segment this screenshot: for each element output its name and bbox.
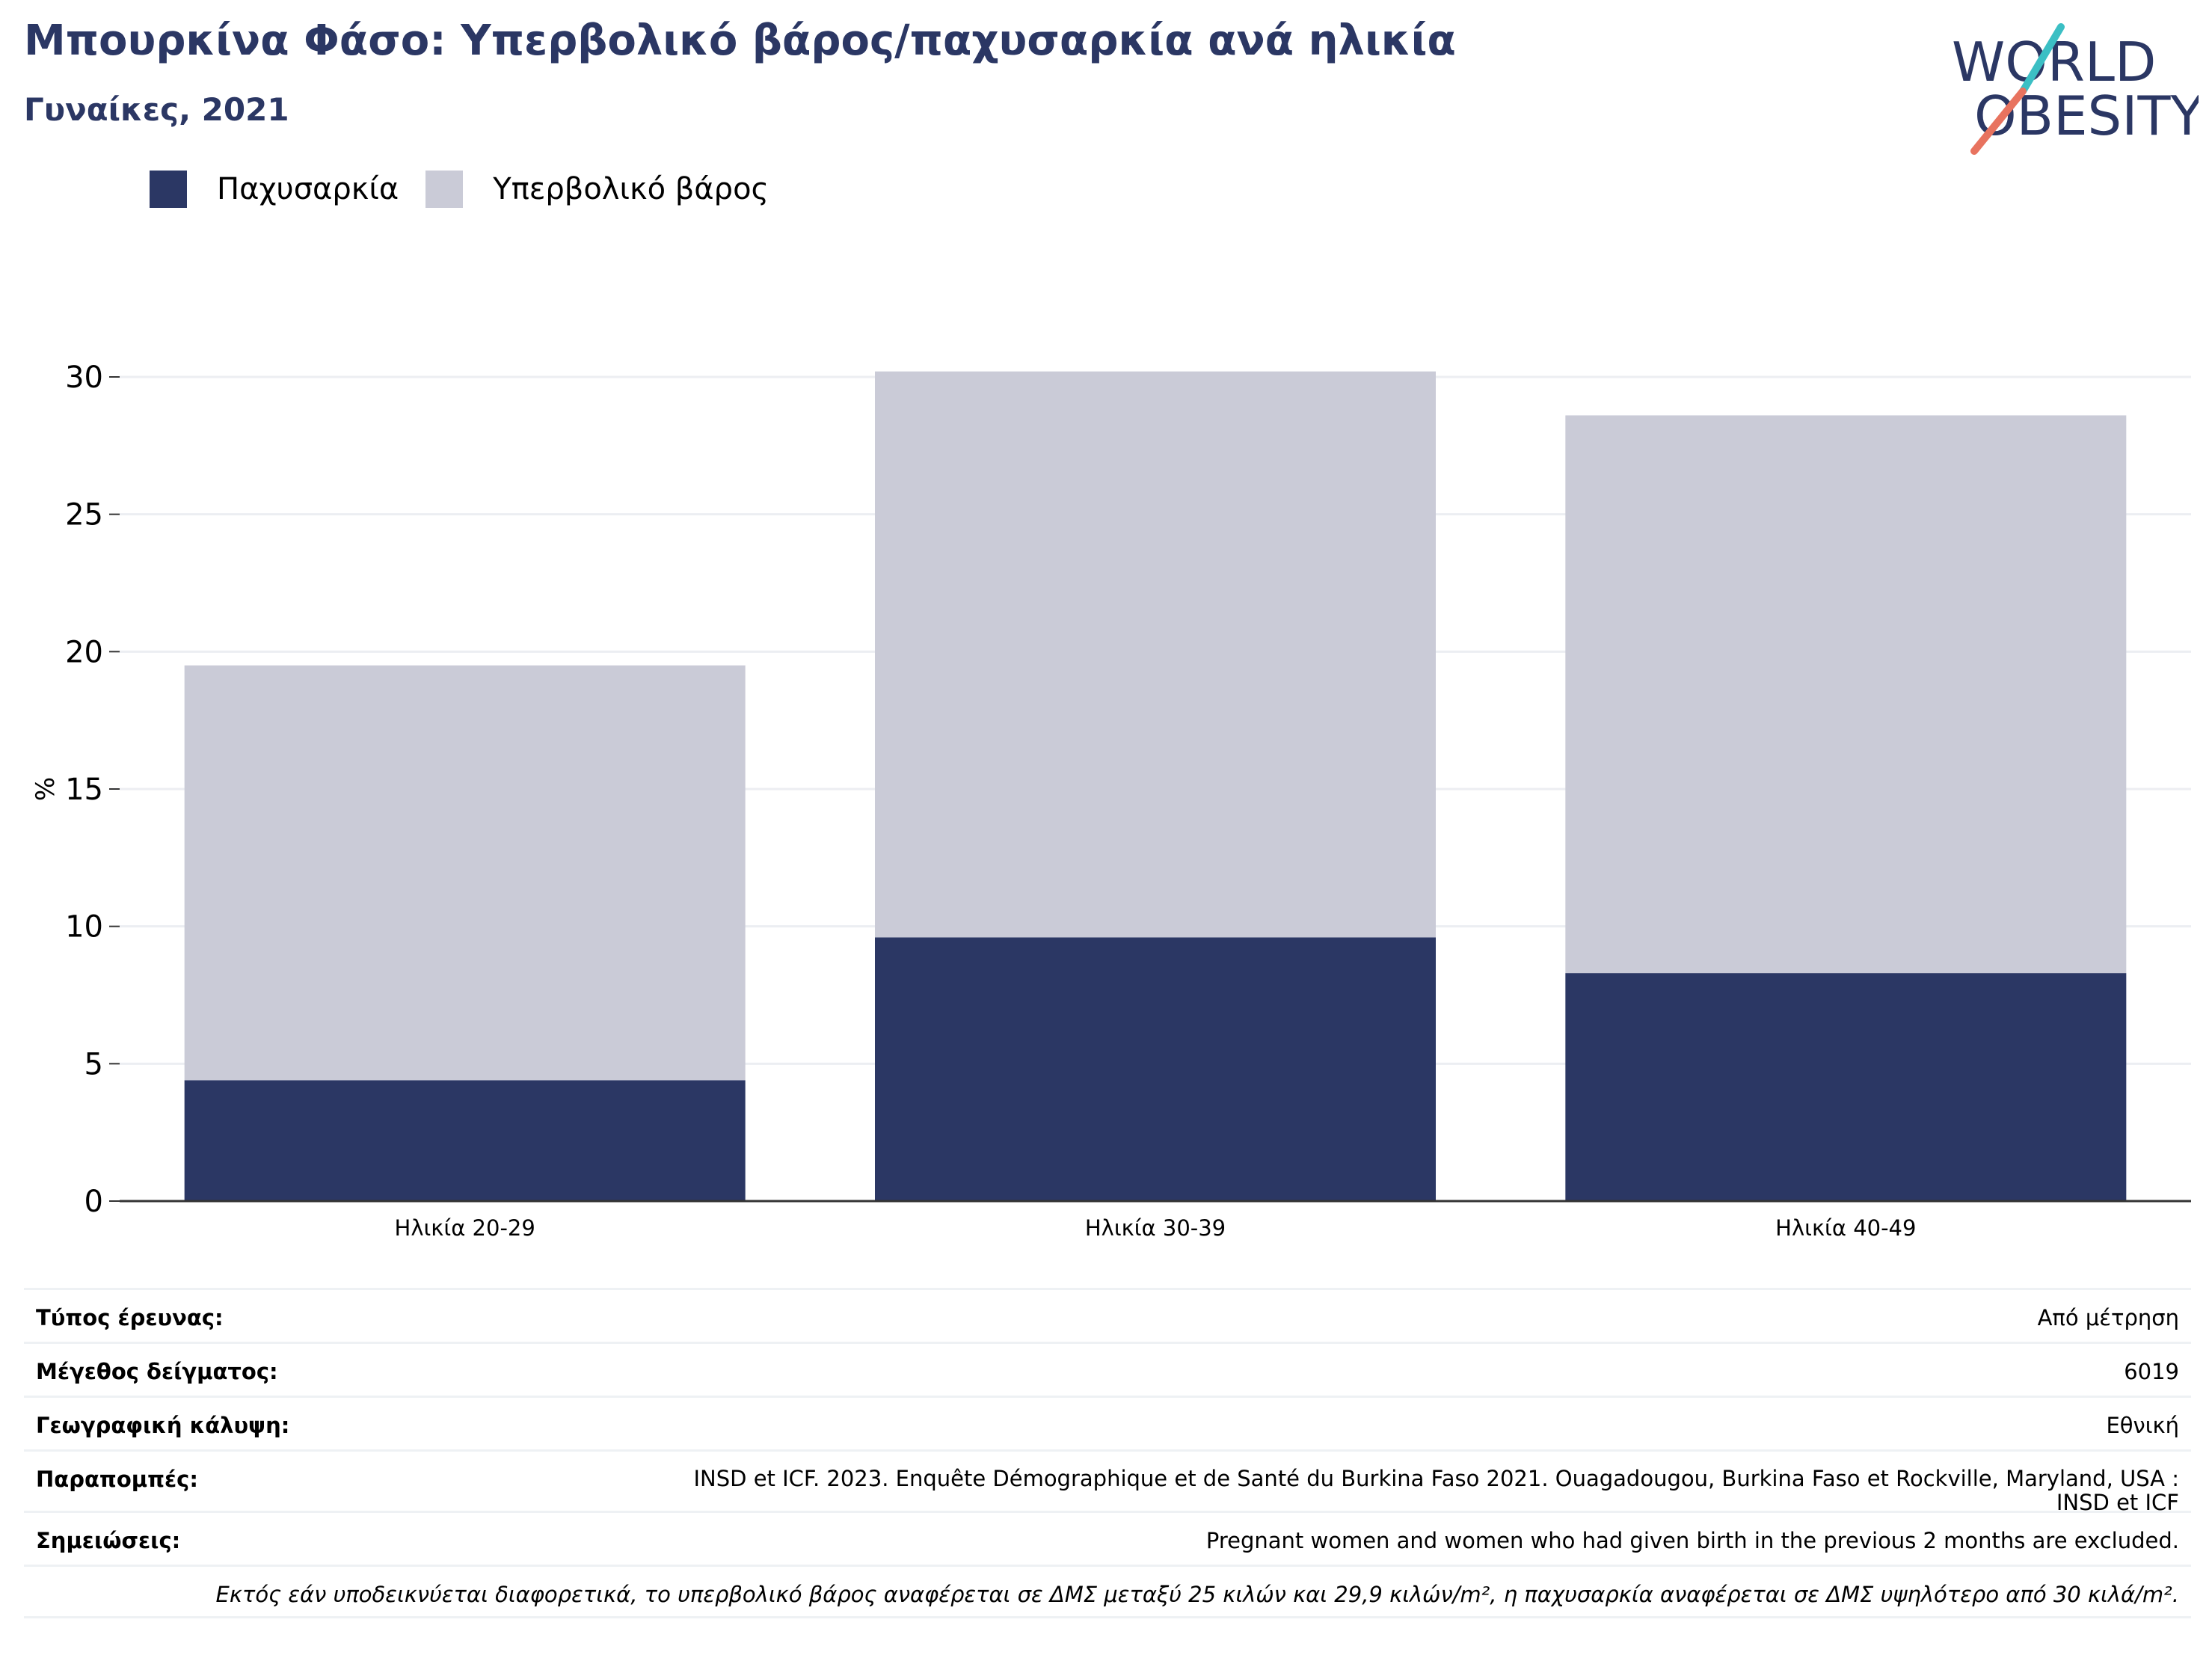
legend-label-overweight: Υπερβολικό βάρος xyxy=(493,172,769,206)
y-tick-label: 30 xyxy=(65,360,103,395)
y-tick-label: 0 xyxy=(85,1185,103,1219)
meta-label: Σημειώσεις: xyxy=(36,1528,210,1553)
x-tick-label: Ηλικία 30-39 xyxy=(1085,1215,1226,1241)
x-tick-label: Ηλικία 20-29 xyxy=(395,1215,535,1241)
legend-swatch-overweight xyxy=(425,171,463,208)
meta-label: Μέγεθος δείγματος: xyxy=(36,1359,308,1384)
metadata-table: Τύπος έρευνας: Από μέτρηση Μέγεθος δείγματ… xyxy=(24,1288,2191,1618)
y-axis-label: % xyxy=(31,777,61,801)
meta-row: Τύπος έρευνας: Από μέτρηση xyxy=(24,1288,2191,1342)
x-tick-label: Ηλικία 40-49 xyxy=(1775,1215,1916,1241)
chart-title: Μπουρκίνα Φάσο: Υπερβολικό βάρος/παχυσαρ… xyxy=(24,16,1456,65)
bar-overweight[interactable] xyxy=(1565,415,2126,973)
chart-subtitle: Γυναίκες, 2021 xyxy=(24,91,289,128)
meta-row: Γεωγραφική κάλυψη: Εθνική xyxy=(24,1396,2191,1449)
footnote: Εκτός εάν υποδεικνύεται διαφορετικά, το … xyxy=(24,1565,2191,1618)
bar-obesity[interactable] xyxy=(185,1080,746,1201)
meta-label: Παραπομπές: xyxy=(36,1467,228,1492)
meta-value: Από μέτρηση xyxy=(2038,1305,2179,1330)
legend-item-obesity[interactable]: Παχυσαρκία xyxy=(150,171,399,208)
meta-row: Παραπομπές: INSD et ICF. 2023. Enquête Dé… xyxy=(24,1449,2191,1511)
y-tick-label: 15 xyxy=(65,773,103,807)
legend-item-overweight[interactable]: Υπερβολικό βάρος xyxy=(425,171,769,208)
legend: Παχυσαρκία Υπερβολικό βάρος xyxy=(150,171,796,208)
bar-overweight[interactable] xyxy=(875,372,1436,938)
meta-row: Μέγεθος δείγματος: 6019 xyxy=(24,1342,2191,1396)
bar-overweight[interactable] xyxy=(185,666,746,1081)
legend-label-obesity: Παχυσαρκία xyxy=(217,172,399,206)
meta-label: Γεωγραφική κάλυψη: xyxy=(36,1413,319,1438)
y-tick-label: 5 xyxy=(85,1047,103,1081)
y-tick-label: 10 xyxy=(65,910,103,945)
bars xyxy=(185,372,2127,1201)
meta-value: INSD et ICF. 2023. Enquête Démographique… xyxy=(654,1467,2179,1514)
meta-value: 6019 xyxy=(2124,1359,2179,1384)
logo-text-obesity: OBESITY xyxy=(1974,85,2199,147)
legend-swatch-obesity xyxy=(150,171,187,208)
bar-chart: 0 5 10 15 20 25 30 Ηλικία 20-29 Ηλικία 30-39 Ηλικ… xyxy=(0,314,2212,1249)
meta-value: Εθνική xyxy=(2106,1413,2179,1438)
bar-obesity[interactable] xyxy=(1565,973,2126,1201)
bar-obesity[interactable] xyxy=(875,937,1436,1201)
meta-value: Pregnant women and women who had given b… xyxy=(1206,1528,2179,1553)
y-tick-label: 25 xyxy=(65,498,103,532)
meta-label: Τύπος έρευνας: xyxy=(36,1305,254,1330)
world-obesity-logo: WORLD OBESITY xyxy=(1952,22,2199,157)
y-tick-label: 20 xyxy=(65,635,103,669)
meta-row: Σημειώσεις: Pregnant women and women who … xyxy=(24,1511,2191,1565)
